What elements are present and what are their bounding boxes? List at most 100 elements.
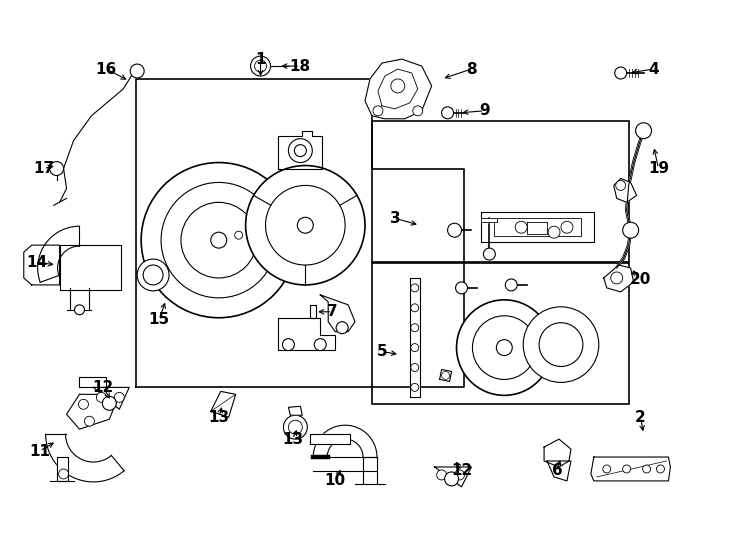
- Circle shape: [235, 231, 243, 239]
- Circle shape: [294, 145, 306, 157]
- Text: 1: 1: [255, 52, 266, 66]
- Text: 8: 8: [466, 62, 477, 77]
- Circle shape: [622, 222, 639, 238]
- Text: 12: 12: [451, 463, 472, 478]
- Polygon shape: [278, 131, 322, 168]
- Polygon shape: [591, 457, 670, 481]
- Polygon shape: [365, 59, 432, 119]
- Text: 3: 3: [390, 211, 400, 226]
- Circle shape: [515, 221, 527, 233]
- Circle shape: [523, 307, 599, 382]
- Polygon shape: [313, 425, 377, 457]
- Polygon shape: [37, 226, 79, 282]
- Circle shape: [656, 465, 664, 473]
- Circle shape: [373, 106, 383, 116]
- Text: 6: 6: [552, 463, 562, 478]
- Circle shape: [288, 420, 302, 434]
- Circle shape: [411, 343, 418, 352]
- Circle shape: [246, 166, 365, 285]
- Circle shape: [96, 393, 106, 402]
- Bar: [372, 263, 628, 404]
- Circle shape: [59, 469, 68, 479]
- Polygon shape: [494, 218, 581, 236]
- Text: 11: 11: [29, 443, 50, 458]
- Circle shape: [181, 202, 257, 278]
- Circle shape: [454, 470, 465, 480]
- Circle shape: [611, 272, 622, 284]
- Polygon shape: [79, 377, 106, 387]
- Circle shape: [79, 400, 88, 409]
- Circle shape: [616, 180, 625, 191]
- Circle shape: [130, 64, 144, 78]
- Circle shape: [266, 185, 345, 265]
- Text: 12: 12: [92, 380, 114, 395]
- Circle shape: [411, 284, 418, 292]
- Polygon shape: [320, 295, 355, 332]
- Circle shape: [211, 232, 227, 248]
- Circle shape: [442, 107, 454, 119]
- Text: 13: 13: [282, 431, 303, 447]
- Circle shape: [411, 363, 418, 372]
- Circle shape: [84, 416, 95, 426]
- Circle shape: [539, 323, 583, 367]
- Polygon shape: [544, 439, 571, 467]
- Circle shape: [314, 339, 326, 350]
- Polygon shape: [93, 387, 129, 409]
- Circle shape: [250, 56, 271, 76]
- Circle shape: [457, 300, 552, 395]
- Text: 14: 14: [26, 254, 47, 269]
- Polygon shape: [482, 218, 498, 222]
- Circle shape: [445, 472, 459, 486]
- Polygon shape: [310, 305, 316, 318]
- Circle shape: [614, 67, 627, 79]
- Circle shape: [104, 400, 115, 409]
- Bar: [372, 121, 628, 262]
- Text: 2: 2: [635, 410, 646, 425]
- Polygon shape: [604, 265, 633, 292]
- Polygon shape: [614, 179, 636, 202]
- Circle shape: [161, 183, 277, 298]
- Text: 7: 7: [327, 304, 338, 319]
- Circle shape: [456, 282, 468, 294]
- Polygon shape: [57, 457, 68, 481]
- Circle shape: [622, 465, 631, 473]
- Circle shape: [437, 470, 446, 480]
- Circle shape: [102, 396, 116, 410]
- Circle shape: [336, 322, 348, 334]
- Text: 5: 5: [377, 344, 388, 359]
- Circle shape: [411, 323, 418, 332]
- Text: 9: 9: [479, 103, 490, 118]
- Polygon shape: [255, 176, 345, 270]
- Circle shape: [137, 259, 169, 291]
- Polygon shape: [527, 222, 547, 234]
- Polygon shape: [440, 369, 451, 381]
- Text: 4: 4: [648, 62, 659, 77]
- Circle shape: [50, 161, 64, 176]
- Circle shape: [496, 340, 512, 355]
- Circle shape: [391, 79, 405, 93]
- Circle shape: [548, 226, 560, 238]
- Polygon shape: [67, 394, 120, 429]
- Text: 15: 15: [148, 312, 170, 327]
- Polygon shape: [435, 467, 471, 487]
- Text: 18: 18: [290, 58, 311, 73]
- Circle shape: [442, 372, 449, 380]
- Text: 19: 19: [648, 161, 669, 176]
- Polygon shape: [410, 278, 420, 397]
- Polygon shape: [288, 406, 302, 415]
- Circle shape: [141, 163, 297, 318]
- Circle shape: [283, 339, 294, 350]
- Polygon shape: [378, 69, 418, 109]
- Polygon shape: [278, 318, 335, 349]
- Polygon shape: [482, 212, 594, 242]
- Circle shape: [143, 265, 163, 285]
- Polygon shape: [547, 461, 571, 481]
- Circle shape: [505, 279, 517, 291]
- Text: 20: 20: [630, 273, 651, 287]
- Circle shape: [561, 221, 573, 233]
- Circle shape: [473, 316, 536, 380]
- Circle shape: [411, 383, 418, 392]
- Circle shape: [413, 106, 423, 116]
- Circle shape: [283, 415, 308, 439]
- Circle shape: [448, 223, 462, 237]
